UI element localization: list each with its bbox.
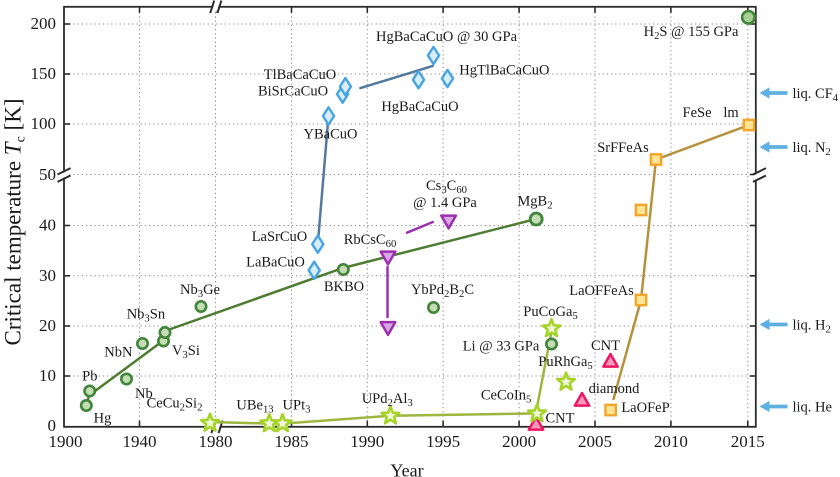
svg-text:PuRhGa5: PuRhGa5 — [538, 354, 593, 372]
svg-text:UPt3: UPt3 — [283, 398, 311, 416]
svg-text:1985: 1985 — [275, 432, 309, 451]
svg-text:BKBO: BKBO — [324, 279, 364, 295]
svg-text:SrFFeAs: SrFFeAs — [597, 140, 649, 156]
svg-text:lm: lm — [723, 105, 739, 121]
svg-text:Nb3Ge: Nb3Ge — [180, 282, 220, 300]
svg-text:RbCsC60: RbCsC60 — [344, 232, 397, 250]
svg-text:20: 20 — [39, 316, 56, 335]
svg-text:YBaCuO: YBaCuO — [304, 126, 358, 142]
svg-text:CeCoIn5: CeCoIn5 — [481, 388, 531, 406]
svg-text:LaBaCuO: LaBaCuO — [246, 254, 305, 270]
svg-text:200: 200 — [31, 14, 57, 33]
svg-text:CeCu2Si2: CeCu2Si2 — [147, 395, 203, 413]
svg-text:2005: 2005 — [578, 432, 612, 451]
svg-text:Li @ 33 GPa: Li @ 33 GPa — [463, 338, 540, 354]
svg-text:HgBaCaCuO: HgBaCaCuO — [381, 99, 458, 115]
svg-text:LaOFFeAs: LaOFFeAs — [569, 283, 634, 299]
svg-text:1990: 1990 — [350, 432, 384, 451]
svg-text:1995: 1995 — [426, 432, 460, 451]
svg-text:30: 30 — [39, 266, 56, 285]
svg-text:@ 1.4 GPa: @ 1.4 GPa — [413, 195, 477, 211]
svg-text:2000: 2000 — [502, 432, 536, 451]
svg-text:100: 100 — [31, 114, 57, 133]
svg-text:diamond: diamond — [589, 381, 640, 397]
svg-text:50: 50 — [39, 165, 56, 184]
svg-text:FeSe: FeSe — [683, 105, 712, 121]
svg-text:BiSrCaCuO: BiSrCaCuO — [258, 83, 328, 99]
svg-text:liq. H2: liq. H2 — [793, 317, 831, 335]
svg-text:V3Si: V3Si — [172, 343, 200, 361]
svg-text:1940: 1940 — [123, 432, 157, 451]
svg-text:H2S @ 155 GPa: H2S @ 155 GPa — [644, 24, 739, 42]
svg-text:liq. N2: liq. N2 — [793, 140, 831, 158]
svg-text:Critical temperature Tc [K]: Critical temperature Tc [K] — [1, 98, 29, 345]
svg-text:liq. CF4: liq. CF4 — [793, 86, 839, 104]
svg-text:Pb: Pb — [82, 368, 97, 384]
svg-text:Nb: Nb — [135, 386, 153, 402]
svg-text:HgBaCaCuO @ 30 GPa: HgBaCaCuO @ 30 GPa — [376, 29, 518, 45]
svg-text:1900: 1900 — [49, 432, 83, 451]
svg-text:10: 10 — [39, 366, 56, 385]
svg-text:Year: Year — [390, 461, 423, 477]
svg-text:Nb3Sn: Nb3Sn — [127, 306, 166, 324]
svg-text:Hg: Hg — [94, 410, 112, 426]
svg-text:0: 0 — [48, 416, 57, 435]
svg-text:40: 40 — [39, 216, 56, 235]
svg-text:PuCoGa5: PuCoGa5 — [523, 304, 578, 322]
svg-text:CNT: CNT — [591, 338, 620, 354]
svg-text:NbN: NbN — [104, 344, 133, 360]
svg-text:150: 150 — [31, 64, 57, 83]
svg-text:liq. He: liq. He — [793, 399, 832, 415]
svg-text:1980: 1980 — [199, 432, 233, 451]
svg-text:LaOFeP: LaOFeP — [621, 400, 669, 416]
svg-text:LaSrCuO: LaSrCuO — [252, 229, 308, 245]
svg-text:HgTlBaCaCuO: HgTlBaCaCuO — [459, 62, 549, 78]
svg-text:MgB2: MgB2 — [517, 193, 552, 211]
svg-text:2015: 2015 — [731, 432, 765, 451]
svg-text:2010: 2010 — [654, 432, 688, 451]
svg-text:CNT: CNT — [546, 411, 575, 427]
svg-text:UPd2Al3: UPd2Al3 — [362, 391, 413, 409]
svg-text:TlBaCaCuO: TlBaCaCuO — [264, 67, 337, 83]
svg-text:YbPd2B2C: YbPd2B2C — [411, 282, 474, 300]
